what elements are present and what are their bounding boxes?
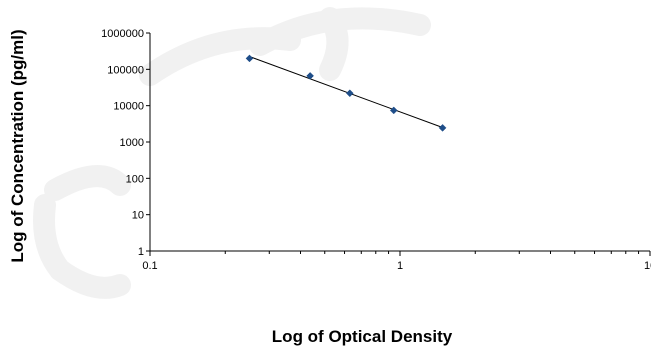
data-point: [306, 72, 314, 80]
data-point: [389, 106, 398, 115]
x-axis: 0.1 1 10: [142, 250, 651, 272]
y-ticks: 1 10 100 1000 10000 100000 1000000: [101, 28, 150, 258]
y-axis: 1 10 100 1000 10000 100000 1000000: [101, 28, 151, 258]
x-tick-label: 0.1: [142, 260, 157, 272]
data-point: [345, 89, 354, 98]
data-point: [245, 54, 254, 63]
y-tick-label: 10: [132, 210, 144, 222]
y-tick-label: 1: [138, 246, 144, 258]
x-ticks: 0.1 1 10: [142, 251, 651, 272]
data-point: [438, 124, 447, 132]
data-points: [245, 54, 447, 132]
x-tick-label: 10: [644, 260, 651, 272]
x-axis-title: Log of Optical Density: [272, 327, 453, 346]
y-tick-label: 10000: [113, 101, 144, 113]
y-axis-title: Log of Concentration (pg/ml): [8, 29, 27, 262]
y-tick-label: 1000000: [101, 28, 144, 40]
y-tick-label: 100000: [107, 64, 144, 76]
x-tick-label: 1: [397, 260, 403, 272]
trendline: [249, 56, 443, 128]
y-tick-label: 1000: [120, 137, 144, 149]
y-tick-label: 100: [126, 173, 144, 185]
